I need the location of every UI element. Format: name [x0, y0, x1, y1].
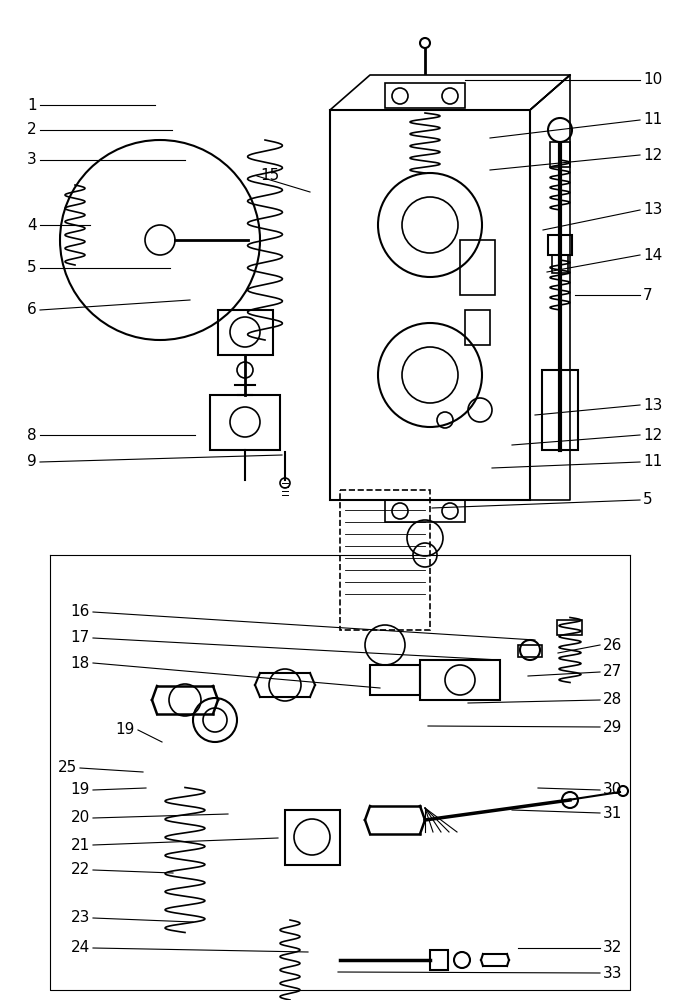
Text: 7: 7: [643, 288, 653, 302]
Bar: [557, 620, 582, 635]
Text: 17: 17: [71, 631, 90, 646]
Text: 5: 5: [643, 492, 653, 508]
Text: 19: 19: [71, 782, 90, 798]
Circle shape: [237, 362, 253, 378]
Bar: [518, 645, 542, 657]
Bar: [385, 500, 465, 522]
Text: 6: 6: [27, 302, 37, 318]
Text: 31: 31: [603, 806, 622, 820]
Bar: [542, 370, 578, 450]
Bar: [210, 395, 280, 450]
Bar: [340, 490, 430, 630]
Text: 32: 32: [603, 940, 622, 956]
Text: 15: 15: [260, 168, 279, 184]
Bar: [420, 660, 500, 700]
Text: 24: 24: [71, 940, 90, 956]
Text: 8: 8: [27, 428, 37, 442]
Text: 18: 18: [71, 656, 90, 670]
Text: 10: 10: [643, 73, 662, 88]
Text: 30: 30: [603, 782, 622, 798]
Text: 11: 11: [643, 454, 662, 470]
Text: 33: 33: [603, 966, 622, 980]
Text: 21: 21: [71, 838, 90, 852]
Text: 12: 12: [643, 147, 662, 162]
Text: 26: 26: [603, 638, 622, 652]
Text: 19: 19: [116, 722, 135, 738]
Bar: [550, 142, 570, 167]
Text: 22: 22: [71, 862, 90, 878]
Bar: [285, 810, 340, 865]
Text: 12: 12: [643, 428, 662, 442]
Bar: [465, 310, 490, 345]
Bar: [385, 83, 465, 108]
Text: 28: 28: [603, 692, 622, 708]
Text: 20: 20: [71, 810, 90, 826]
Bar: [330, 110, 530, 500]
Text: 11: 11: [643, 112, 662, 127]
Text: 23: 23: [71, 910, 90, 926]
Text: 2: 2: [27, 122, 37, 137]
Bar: [552, 255, 568, 273]
Bar: [460, 240, 495, 295]
Text: 14: 14: [643, 247, 662, 262]
Text: 16: 16: [71, 604, 90, 619]
Text: 9: 9: [27, 454, 37, 470]
Bar: [218, 310, 273, 355]
Text: 5: 5: [27, 260, 37, 275]
Bar: [548, 235, 572, 255]
Text: 25: 25: [58, 760, 77, 776]
Text: 13: 13: [643, 397, 662, 412]
Text: 4: 4: [27, 218, 37, 232]
Text: 27: 27: [603, 664, 622, 680]
Text: 3: 3: [27, 152, 37, 167]
Text: 1: 1: [27, 98, 37, 112]
Text: 13: 13: [643, 202, 662, 218]
Bar: [430, 950, 448, 970]
Text: 29: 29: [603, 720, 622, 734]
Bar: [370, 665, 420, 695]
